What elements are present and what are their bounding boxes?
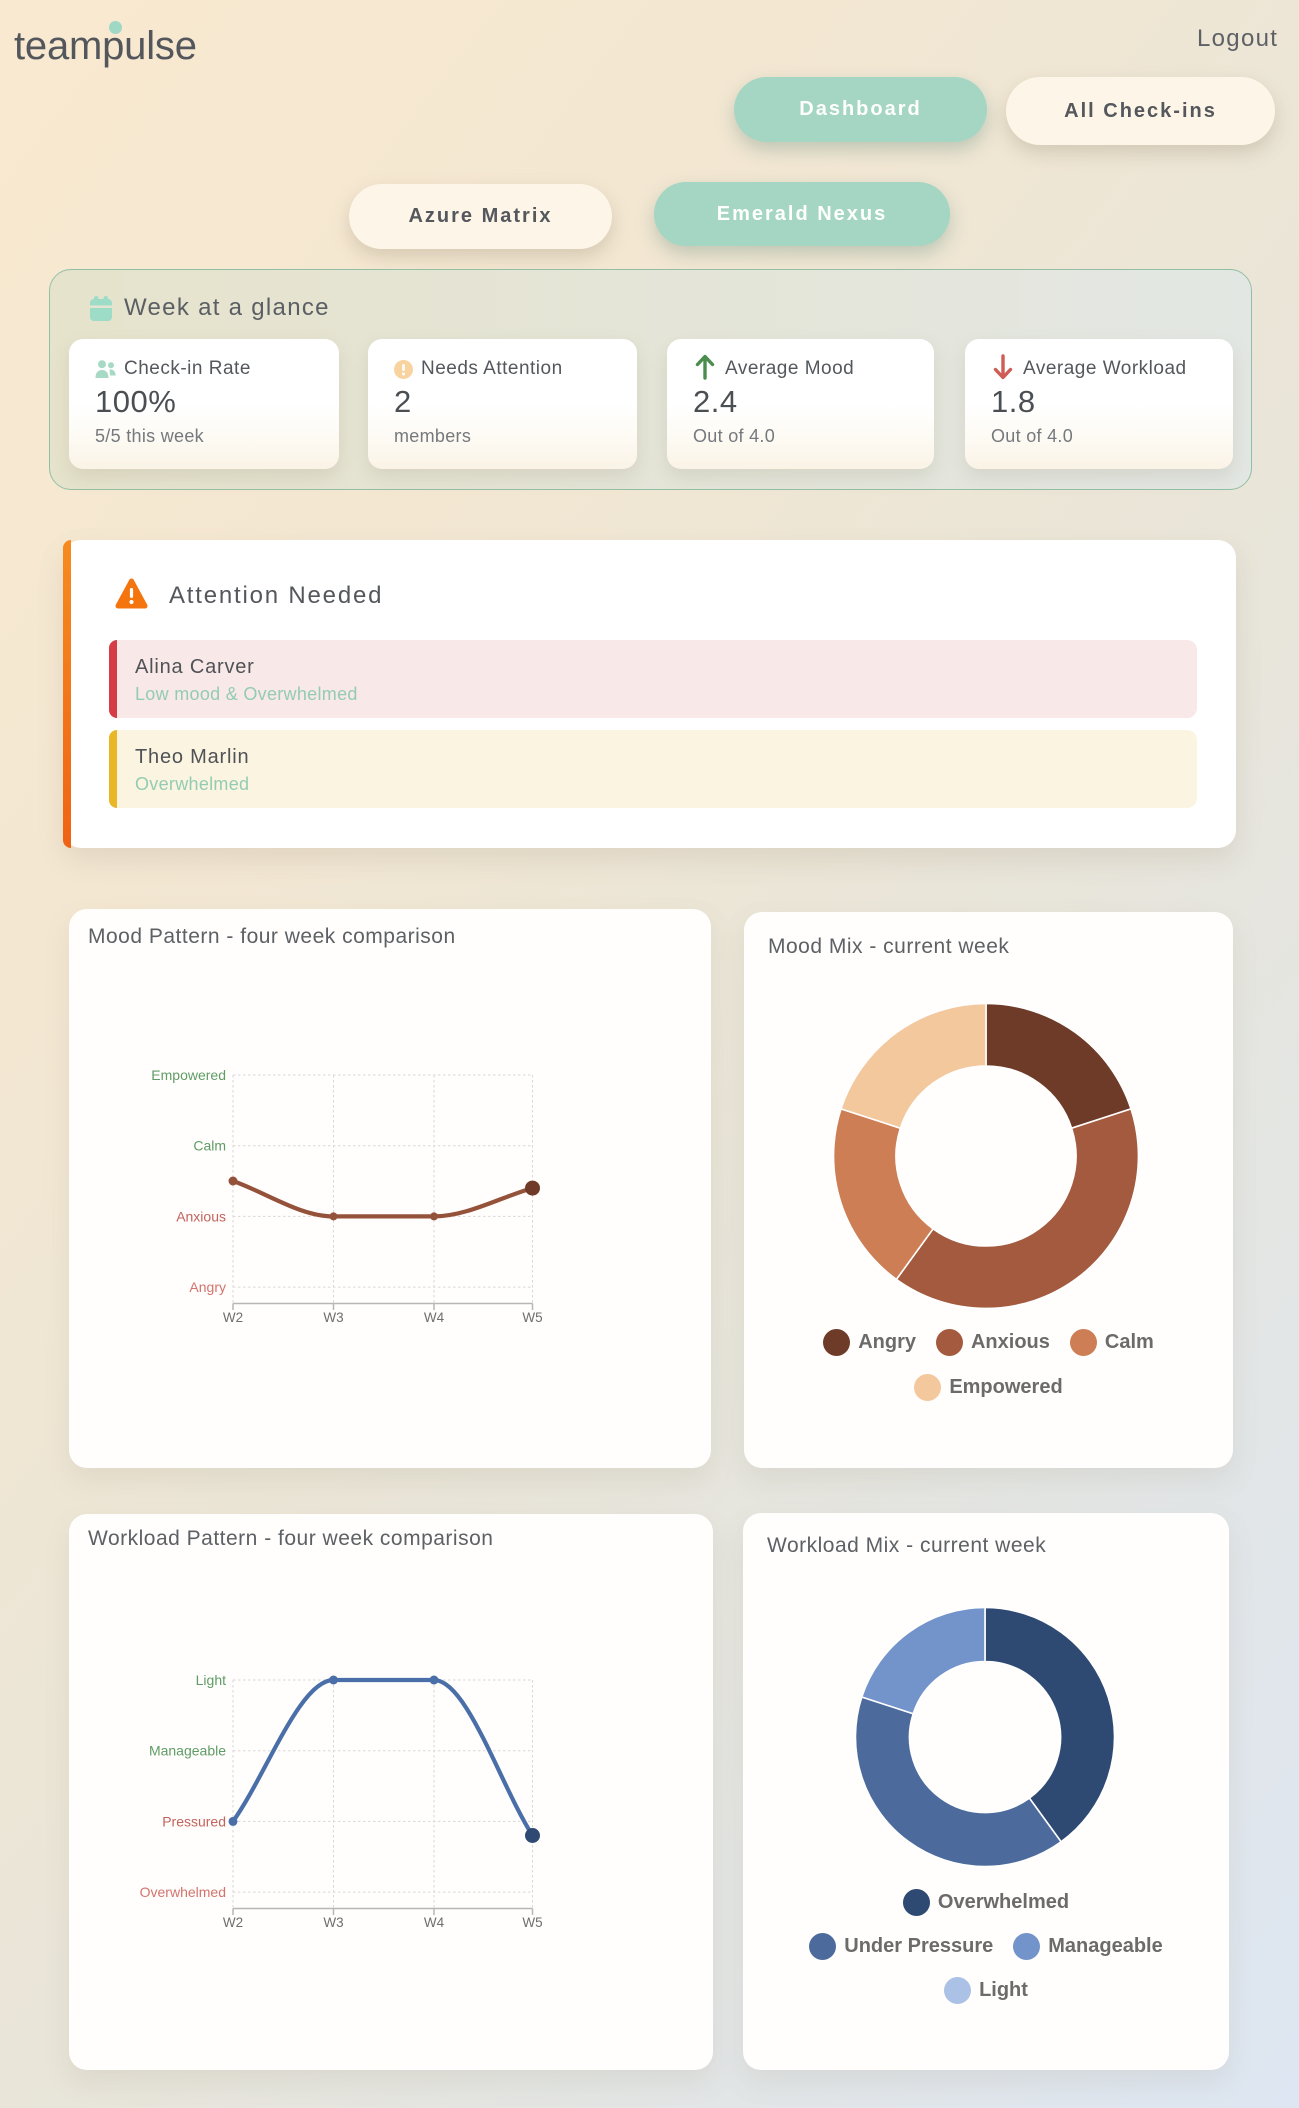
svg-text:W5: W5 (522, 1915, 542, 1930)
svg-text:Pressured: Pressured (162, 1813, 226, 1829)
svg-text:Manageable: Manageable (149, 1743, 226, 1759)
svg-text:W2: W2 (223, 1915, 243, 1930)
svg-text:W2: W2 (223, 1310, 243, 1325)
svg-text:Empowered: Empowered (151, 1067, 226, 1083)
svg-text:W3: W3 (323, 1915, 343, 1930)
svg-text:Anxious: Anxious (176, 1208, 226, 1224)
svg-text:W3: W3 (323, 1310, 343, 1325)
svg-text:Calm: Calm (193, 1138, 226, 1154)
svg-text:Overwhelmed: Overwhelmed (140, 1884, 226, 1900)
svg-text:Angry: Angry (189, 1279, 226, 1295)
svg-text:W5: W5 (522, 1310, 542, 1325)
svg-text:W4: W4 (424, 1915, 445, 1930)
svg-text:W4: W4 (424, 1310, 445, 1325)
svg-text:Light: Light (196, 1672, 226, 1688)
